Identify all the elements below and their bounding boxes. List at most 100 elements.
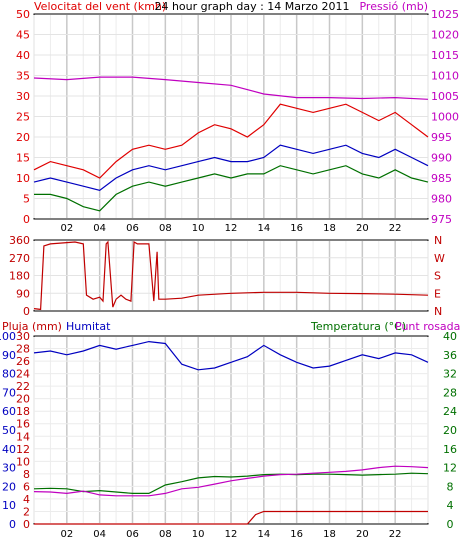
pressure-tick-labels: 975 980 985 990 995 1000 1005 1010 1015 1020 1025 [431, 8, 459, 226]
wind-minimum-line [34, 165, 429, 212]
temperature-axis-title: Temperatura (°C) [310, 320, 406, 333]
wind-speed-axis-title: Velocitat del vent (kmh) [34, 0, 166, 13]
x-tick-label: 12 [225, 223, 238, 234]
pressure-tick-label: 1005 [431, 90, 459, 103]
x-tick-label: 14 [257, 529, 270, 540]
temperature-tick-labels: 0 4 8 12 16 20 24 28 32 36 40 [443, 330, 457, 531]
rain-tick-label: 28 [16, 343, 30, 356]
pressure-axis-title: Pressió (mb) [359, 0, 428, 13]
rain-tick-label: 16 [16, 418, 30, 431]
humidity-tick-label: 30 [2, 462, 16, 475]
pressure-tick-label: 975 [431, 213, 452, 226]
x-tick-label: 10 [192, 529, 205, 540]
temperature-tick-label: 32 [443, 368, 457, 381]
temperature-tick-label: 40 [443, 330, 457, 343]
x-tick-label: 14 [257, 223, 270, 234]
wind-average-line [33, 144, 429, 191]
rain-humidity-temp-series [33, 340, 429, 525]
wind-direction-tick-label: 360 [9, 234, 30, 247]
temperature-line [33, 472, 429, 494]
wind-direction-series [33, 240, 429, 311]
x-tick-label: 08 [159, 223, 172, 234]
wind-speed-tick-label: 20 [16, 131, 30, 144]
pressure-tick-label: 990 [431, 152, 452, 165]
wind-direction-tick-label: 90 [16, 287, 30, 300]
compass-letter: S [434, 270, 441, 283]
humidity-tick-label: 60 [2, 405, 16, 418]
wind-speed-tick-labels: 0 5 10 15 20 25 30 35 40 45 50 [16, 8, 30, 226]
rain-tick-label: 24 [16, 368, 30, 381]
x-tick-label: 16 [290, 223, 303, 234]
x-tick-label: 06 [126, 223, 139, 234]
rain-tick-label: 14 [16, 430, 30, 443]
humidity-tick-label: 90 [2, 349, 16, 362]
x-tick-label: 06 [126, 529, 139, 540]
wind-direction-tick-labels: 0 90 180 270 360 [9, 234, 30, 318]
compass-letter: E [434, 287, 441, 300]
rain-tick-label: 6 [23, 480, 30, 493]
x-tick-label: 16 [290, 529, 303, 540]
wind-direction-tick-label: 180 [9, 270, 30, 283]
x-tick-label: 12 [225, 529, 238, 540]
humidity-tick-label: 0 [9, 518, 16, 531]
wind-speed-tick-label: 25 [16, 111, 30, 124]
temperature-tick-label: 28 [443, 386, 457, 399]
x-tick-label: 22 [389, 529, 402, 540]
rain-tick-label: 22 [16, 380, 30, 393]
rain-tick-label: 20 [16, 393, 30, 406]
humidity-line [33, 340, 429, 371]
x-tick-label: 04 [93, 529, 106, 540]
x-tick-label: 18 [323, 223, 336, 234]
compass-letter: N [434, 234, 442, 247]
rain-line [34, 510, 428, 525]
humidity-tick-label: 20 [2, 480, 16, 493]
wind-speed-tick-label: 5 [23, 193, 30, 206]
humidity-tick-label: 80 [2, 368, 16, 381]
rain-tick-label: 4 [23, 493, 30, 506]
rain-tick-label: 2 [23, 505, 30, 518]
x-tick-label: 08 [159, 529, 172, 540]
rain-tick-label: 30 [16, 330, 30, 343]
wind-speed-tick-label: 30 [16, 90, 30, 103]
temperature-tick-label: 36 [443, 349, 457, 362]
x-tick-label: 18 [323, 529, 336, 540]
wind-speed-tick-label: 35 [16, 70, 30, 83]
rain-tick-label: 0 [23, 518, 30, 531]
humidity-tick-labels: 0 10 20 30 40 50 60 70 80 90 100 [0, 330, 16, 531]
x-tick-label: 20 [356, 223, 369, 234]
pressure-tick-label: 1010 [431, 70, 459, 83]
rain-tick-label: 12 [16, 443, 30, 456]
rain-tick-label: 10 [16, 455, 30, 468]
temperature-tick-label: 8 [447, 480, 454, 493]
pressure-tick-label: 1000 [431, 111, 459, 124]
wind-speed-line [33, 103, 429, 179]
wind-pressure-series [33, 76, 429, 212]
x-tick-label: 10 [192, 223, 205, 234]
humidity-tick-label: 100 [0, 330, 16, 343]
temperature-tick-label: 12 [443, 462, 457, 475]
wind-speed-tick-label: 15 [16, 152, 30, 165]
compass-letter: N [434, 305, 442, 318]
humidity-tick-label: 40 [2, 443, 16, 456]
temperature-tick-label: 20 [443, 424, 457, 437]
humidity-tick-label: 10 [2, 499, 16, 512]
chart-title: 24 hour graph day : 14 Marzo 2011 [154, 0, 349, 13]
wind-direction-tick-label: 270 [9, 252, 30, 265]
wind-speed-tick-label: 10 [16, 172, 30, 185]
pressure-tick-label: 995 [431, 131, 452, 144]
pressure-tick-label: 980 [431, 193, 452, 206]
wind-x-tick-labels: 02 04 06 08 10 12 14 16 18 20 22 [60, 223, 401, 234]
pressure-tick-label: 1025 [431, 8, 459, 21]
dewpoint-axis-title: Punt rosada [395, 320, 460, 333]
pressure-tick-label: 1015 [431, 49, 459, 62]
pressure-tick-label: 1020 [431, 29, 459, 42]
pressure-line [33, 76, 429, 100]
humidity-tick-label: 50 [2, 424, 16, 437]
temperature-tick-label: 16 [443, 443, 457, 456]
temperature-tick-label: 0 [447, 518, 454, 531]
wind-speed-tick-label: 0 [23, 213, 30, 226]
